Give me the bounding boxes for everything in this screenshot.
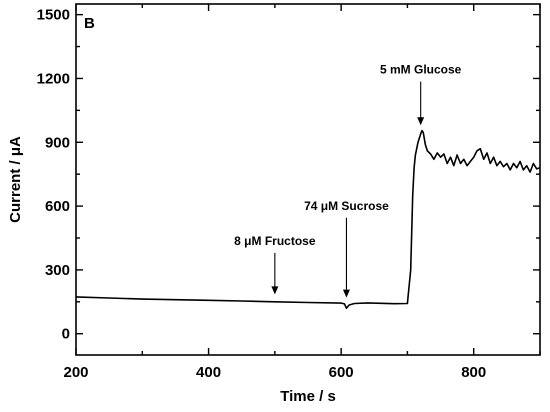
y-tick-label: 0 [62, 326, 70, 343]
axis-tick-labels: 200 400 600 800 0 300 600 900 1200 1500 [37, 7, 487, 381]
axis-ticks [75, 4, 541, 355]
annotation-arrow-head [342, 289, 350, 298]
annotation-arrow-head [271, 286, 279, 295]
plot-frame-rect [75, 3, 541, 356]
x-tick-label: 600 [329, 364, 354, 381]
annotation-label: 74 μM Sucrose [304, 199, 389, 213]
y-tick-label: 900 [45, 134, 70, 151]
series-group [75, 129, 541, 309]
y-tick-label: 1200 [37, 70, 70, 87]
annotations-group: 8 μM Fructose 74 μM Sucrose 5 mM Glucose [234, 63, 462, 298]
x-tick-label: 400 [196, 364, 221, 381]
y-tick-label: 300 [45, 262, 70, 279]
annotation-label: 5 mM Glucose [380, 63, 462, 77]
annotation-label: 8 μM Fructose [234, 234, 316, 248]
x-tick-label: 800 [461, 364, 486, 381]
x-tick-label: 200 [63, 364, 88, 381]
y-tick-label: 1500 [37, 7, 70, 24]
y-tick-label: 600 [45, 198, 70, 215]
series-line-0 [75, 129, 541, 309]
plot-frame [75, 3, 541, 356]
annotation-arrow-head [417, 117, 425, 126]
x-axis-title: Time / s [280, 388, 336, 405]
y-axis-title: Current / μA [7, 136, 24, 223]
panel-label: B [84, 15, 95, 32]
